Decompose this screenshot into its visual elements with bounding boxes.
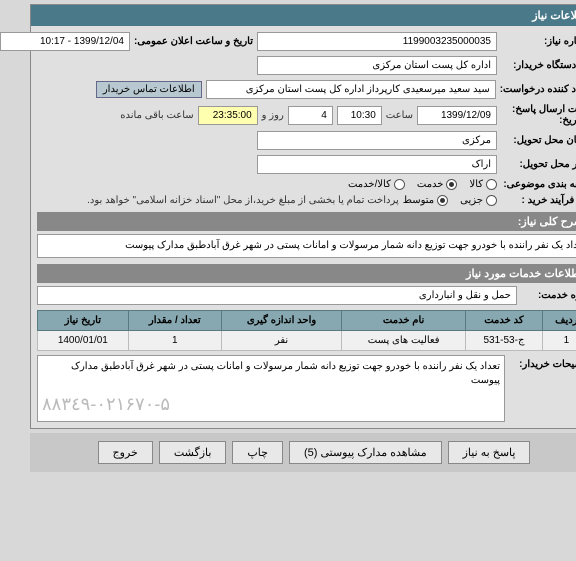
- radio-goods-service-label: کالا/خدمت: [322, 179, 365, 190]
- radio-goods-service-icon: [368, 179, 379, 190]
- cell-qty: 1: [102, 331, 195, 351]
- panel-title: اطلاعات نیاز: [5, 5, 571, 26]
- buyer-notes-label: توضیحات خریدار:: [485, 355, 565, 422]
- cell-row-no: 1: [516, 331, 564, 351]
- row-city: شهر محل تحویل: اراک: [11, 155, 565, 174]
- cell-need-date: 1400/01/01: [12, 331, 103, 351]
- time-label: ساعت: [360, 110, 387, 121]
- col-service-name: نام خدمت: [316, 311, 440, 331]
- table-header-row: ردیف کد خدمت نام خدمت واحد اندازه گیری ت…: [12, 311, 565, 331]
- need-info-panel: اطلاعات نیاز شماره نیاز: 119900323500003…: [4, 4, 572, 429]
- cell-service-name: فعالیت های پست: [316, 331, 440, 351]
- need-number-field: 1199003235000035: [231, 32, 471, 51]
- view-docs-button[interactable]: مشاهده مدارک پیوستی (5): [263, 441, 416, 464]
- buyer-notes-row: توضیحات خریدار: تعداد یک نفر راننده با خ…: [11, 355, 565, 422]
- cell-service-code: ج-53-531: [440, 331, 517, 351]
- col-service-code: کد خدمت: [440, 311, 517, 331]
- col-need-date: تاریخ نیاز: [12, 311, 103, 331]
- category-label: طبقه بندی موضوعی:: [475, 179, 565, 190]
- row-purchase-type: نوع فرآیند خرید : جزیی متوسط پرداخت تمام…: [11, 195, 565, 206]
- back-button[interactable]: بازگشت: [133, 441, 201, 464]
- buyer-phone: ٠٢١-٨٨٣٤٩۶٧٠-۵: [16, 392, 474, 417]
- row-service-group: گروه خدمت: حمل و نقل و انبارداری: [11, 286, 565, 305]
- creator-field: سید سعید میرسعیدی کارپرداز اداره کل پست …: [180, 80, 470, 99]
- general-desc-text: تعداد یک نفر راننده با خودرو جهت توزیع د…: [11, 234, 565, 258]
- buyer-org-label: نام دستگاه خریدار:: [475, 60, 565, 71]
- row-creator: ایجاد کننده درخواست: سید سعید میرسعیدی ک…: [11, 80, 565, 99]
- service-group-field: حمل و نقل و انبارداری: [11, 286, 491, 305]
- row-deadline: مهلت ارسال پاسخ: تا تاریخ: 1399/12/09 سا…: [11, 104, 565, 126]
- radio-minor-label: جزیی: [434, 195, 457, 206]
- days-label: روز و: [236, 110, 258, 121]
- print-button[interactable]: چاپ: [206, 441, 257, 464]
- need-number-label: شماره نیاز:: [475, 36, 565, 47]
- purchase-note: پرداخت تمام یا بخشی از مبلغ خرید،از محل …: [61, 195, 373, 206]
- row-need-number: شماره نیاز: 1199003235000035 تاریخ و ساع…: [11, 32, 565, 51]
- row-buyer-org: نام دستگاه خریدار: اداره کل پست استان مر…: [11, 56, 565, 75]
- row-province: استان محل تحویل: مرکزی: [11, 131, 565, 150]
- purchase-type-radio-group: جزیی متوسط: [377, 195, 471, 206]
- radio-goods[interactable]: کالا: [443, 179, 471, 190]
- announce-label: تاریخ و ساعت اعلان عمومی:: [108, 36, 227, 47]
- deadline-date-field: 1399/12/09: [391, 106, 471, 125]
- col-qty: تعداد / مقدار: [102, 311, 195, 331]
- creator-label: ایجاد کننده درخواست:: [474, 84, 565, 95]
- respond-button[interactable]: پاسخ به نیاز: [422, 441, 505, 464]
- general-desc-header: شرح کلی نیاز:: [11, 212, 565, 231]
- buyer-notes-text: تعداد یک نفر راننده با خودرو جهت توزیع د…: [16, 360, 474, 388]
- contact-info-button[interactable]: اطلاعات تماس خریدار: [70, 81, 176, 98]
- city-field: اراک: [231, 155, 471, 174]
- row-category: طبقه بندی موضوعی: کالا خدمت کالا/خدمت: [11, 179, 565, 190]
- radio-service-label: خدمت: [391, 179, 418, 190]
- radio-service-icon: [420, 179, 431, 190]
- deadline-days-field: 4: [262, 106, 307, 125]
- radio-goods-service[interactable]: کالا/خدمت: [322, 179, 379, 190]
- remain-label: ساعت باقی مانده: [94, 110, 167, 121]
- buyer-org-field: اداره کل پست استان مرکزی: [231, 56, 471, 75]
- services-header: اطلاعات خدمات مورد نیاز: [11, 264, 565, 283]
- radio-service[interactable]: خدمت: [391, 179, 432, 190]
- radio-minor[interactable]: جزیی: [434, 195, 471, 206]
- radio-medium[interactable]: متوسط: [377, 195, 422, 206]
- exit-button[interactable]: خروج: [72, 441, 127, 464]
- service-group-label: گروه خدمت:: [495, 290, 565, 301]
- deadline-time-field: 10:30: [311, 106, 356, 125]
- action-bar: پاسخ به نیاز مشاهده مدارک پیوستی (5) چاپ…: [4, 433, 572, 472]
- radio-goods-icon: [460, 179, 471, 190]
- col-unit: واحد اندازه گیری: [195, 311, 315, 331]
- buyer-notes-box: تعداد یک نفر راننده با خودرو جهت توزیع د…: [11, 355, 479, 422]
- city-label: شهر محل تحویل:: [475, 159, 565, 170]
- province-field: مرکزی: [231, 131, 471, 150]
- radio-medium-label: متوسط: [377, 195, 408, 206]
- form-body: شماره نیاز: 1199003235000035 تاریخ و ساع…: [5, 26, 571, 428]
- col-row-no: ردیف: [516, 311, 564, 331]
- remain-time-field: 23:35:00: [172, 106, 232, 125]
- table-row: 1 ج-53-531 فعالیت های پست نفر 1 1400/01/…: [12, 331, 565, 351]
- province-label: استان محل تحویل:: [475, 135, 565, 146]
- radio-medium-icon: [411, 195, 422, 206]
- category-radio-group: کالا خدمت کالا/خدمت: [322, 179, 471, 190]
- radio-goods-label: کالا: [443, 179, 457, 190]
- radio-minor-icon: [460, 195, 471, 206]
- purchase-type-label: نوع فرآیند خرید :: [475, 195, 565, 206]
- services-table: ردیف کد خدمت نام خدمت واحد اندازه گیری ت…: [11, 310, 565, 351]
- announce-field: 1399/12/04 - 10:17: [0, 32, 104, 51]
- deadline-label: مهلت ارسال پاسخ: تا تاریخ:: [475, 104, 565, 126]
- cell-unit: نفر: [195, 331, 315, 351]
